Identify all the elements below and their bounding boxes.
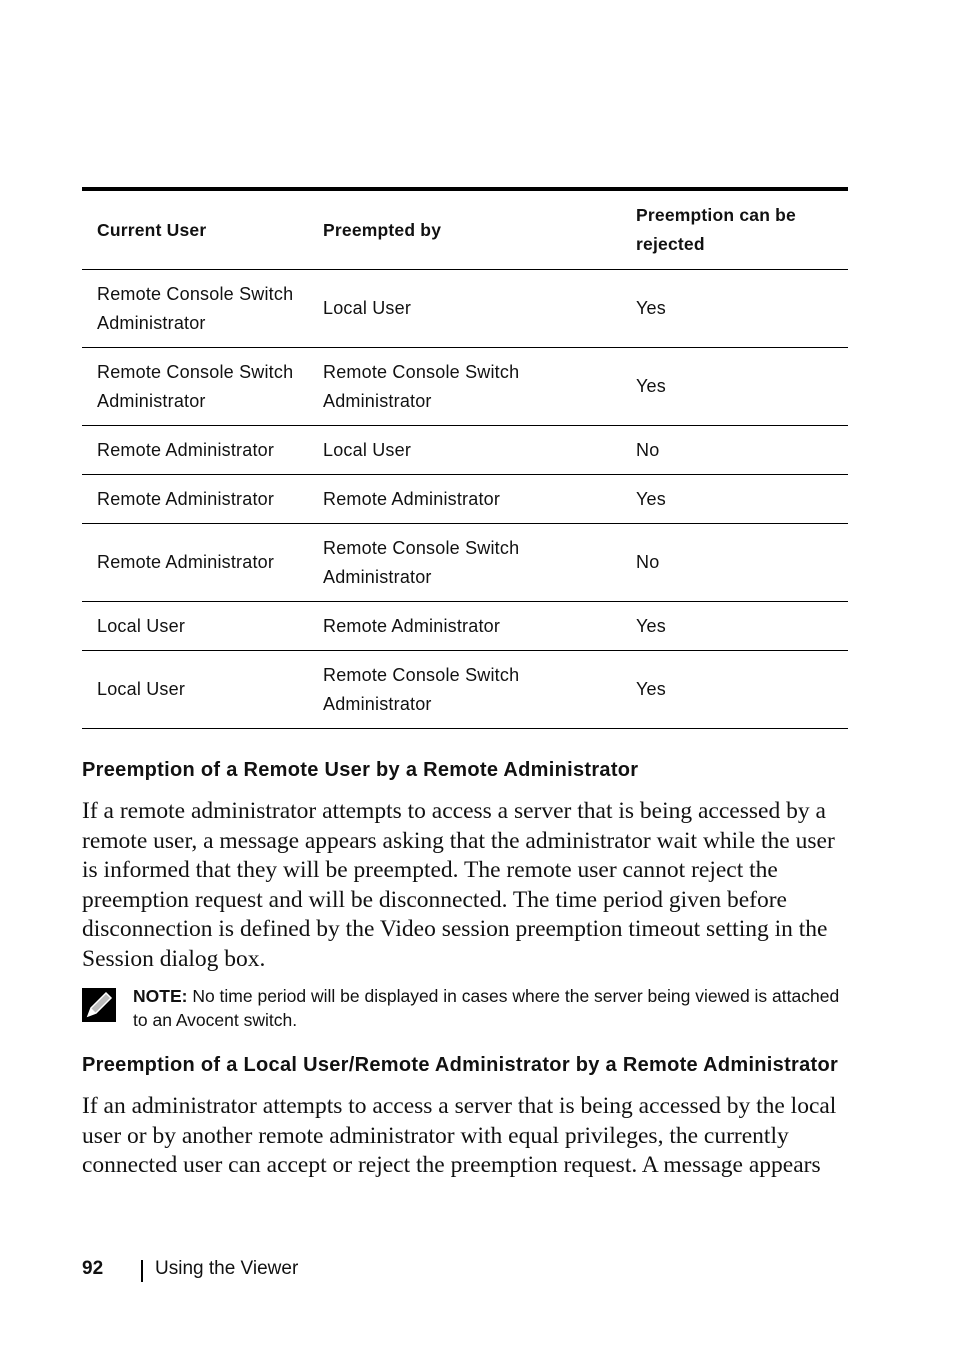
header-can-be-rejected: Preemption can be rejected bbox=[621, 189, 848, 270]
section-heading-local-user: Preemption of a Local User/Remote Admini… bbox=[82, 1054, 839, 1076]
cell-can-be-rejected: No bbox=[621, 425, 848, 475]
cell-text: Local User bbox=[323, 439, 412, 460]
note-text: NOTE: No time period will be displayed i… bbox=[133, 984, 853, 1032]
cell-can-be-rejected: Yes bbox=[621, 650, 848, 729]
cell-preempted-by: Local User bbox=[308, 425, 621, 475]
cell-text: Yes bbox=[636, 298, 666, 318]
header-preempted-by: Preempted by bbox=[308, 189, 621, 270]
cell-preempted-by: Local User bbox=[308, 269, 621, 348]
table-header-row: Current User Preempted by Preemption can… bbox=[82, 189, 848, 270]
cell-text: Remote Console Switch Administrator bbox=[97, 283, 294, 333]
section-body-local-user: If an administrator attempts to access a… bbox=[82, 1093, 837, 1178]
cell-preempted-by: Remote Console Switch Administrator bbox=[308, 347, 621, 426]
cell-text: Remote Console Switch Administrator bbox=[323, 361, 520, 411]
cell-text: Remote Console Switch Administrator bbox=[323, 664, 520, 714]
preemption-table: Current User Preempted by Preemption can… bbox=[82, 187, 848, 729]
cell-text: Remote Administrator bbox=[97, 488, 275, 509]
cell-preempted-by: Remote Administrator bbox=[308, 601, 621, 651]
section-body-remote-user: If a remote administrator attempts to ac… bbox=[82, 798, 835, 972]
cell-text: Local User bbox=[97, 615, 186, 636]
cell-can-be-rejected: Yes bbox=[621, 474, 848, 524]
note-body: No time period will be displayed in case… bbox=[133, 986, 840, 1030]
table-row: Local User Remote Administrator Yes bbox=[82, 601, 848, 651]
cell-current-user: Remote Administrator bbox=[82, 425, 308, 475]
cell-current-user: Remote Administrator bbox=[82, 523, 308, 602]
cell-can-be-rejected: Yes bbox=[621, 269, 848, 348]
cell-text: Remote Administrator bbox=[323, 615, 501, 636]
cell-text: Remote Administrator bbox=[97, 552, 275, 572]
table-row: Remote Administrator Remote Administrator… bbox=[82, 474, 848, 524]
cell-can-be-rejected: No bbox=[621, 523, 848, 602]
header-can-be-rejected-text: Preemption can be rejected bbox=[636, 205, 796, 254]
cell-can-be-rejected: Yes bbox=[621, 601, 848, 651]
cell-text: Remote Console Switch Administrator bbox=[97, 361, 294, 411]
cell-text: Yes bbox=[636, 679, 666, 699]
cell-text: Remote Console Switch Administrator bbox=[323, 537, 520, 587]
table-row: Remote Administrator Remote Console Switc… bbox=[82, 523, 848, 602]
cell-preempted-by: Remote Administrator bbox=[308, 474, 621, 524]
footer-divider bbox=[141, 1260, 143, 1282]
cell-text: Yes bbox=[636, 488, 666, 509]
cell-preempted-by: Remote Console Switch Administrator bbox=[308, 650, 621, 729]
table-row: Remote Console Switch Administrator Local… bbox=[82, 269, 848, 348]
cell-current-user: Local User bbox=[82, 650, 308, 729]
note-label: NOTE: bbox=[133, 986, 188, 1006]
table-row: Remote Administrator Local User No bbox=[82, 425, 848, 475]
header-current-user: Current User bbox=[82, 189, 308, 270]
footer-section-title: Using the Viewer bbox=[155, 1258, 299, 1279]
cell-text: Remote Administrator bbox=[323, 488, 501, 509]
section-heading-remote-user: Preemption of a Remote User by a Remote … bbox=[82, 759, 639, 781]
cell-preempted-by: Remote Console Switch Administrator bbox=[308, 523, 621, 602]
table-row: Remote Console Switch Administrator Remot… bbox=[82, 347, 848, 426]
pencil-note-icon bbox=[82, 988, 116, 1022]
cell-text: Yes bbox=[636, 376, 666, 396]
cell-text: Local User bbox=[97, 679, 186, 699]
cell-current-user: Remote Administrator bbox=[82, 474, 308, 524]
cell-text: No bbox=[636, 552, 660, 572]
cell-text: No bbox=[636, 439, 660, 460]
page-number: 92 bbox=[82, 1258, 104, 1279]
table-row: Local User Remote Console Switch Administ… bbox=[82, 650, 848, 729]
cell-can-be-rejected: Yes bbox=[621, 347, 848, 426]
page-footer: 92 Using the Viewer bbox=[82, 1258, 298, 1282]
cell-text: Local User bbox=[323, 298, 412, 318]
cell-current-user: Remote Console Switch Administrator bbox=[82, 347, 308, 426]
cell-current-user: Local User bbox=[82, 601, 308, 651]
cell-current-user: Remote Console Switch Administrator bbox=[82, 269, 308, 348]
cell-text: Yes bbox=[636, 615, 666, 636]
cell-text: Remote Administrator bbox=[97, 439, 275, 460]
